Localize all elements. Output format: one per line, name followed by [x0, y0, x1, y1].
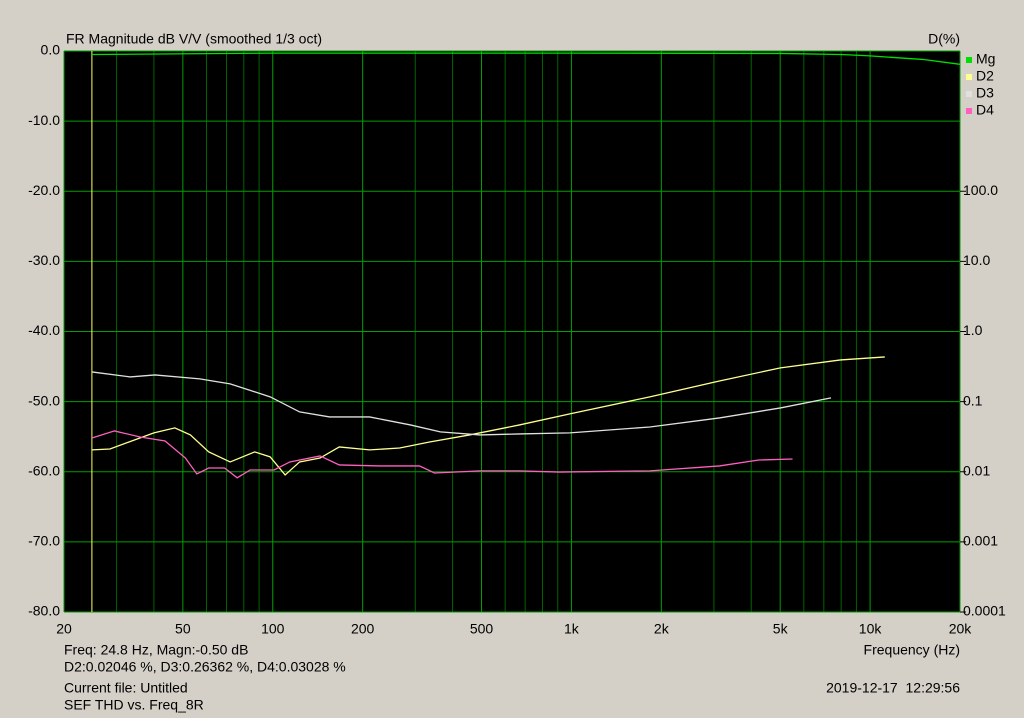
y2-tick-label: 0.001	[963, 533, 998, 549]
y2-tick-label: 0.0001	[963, 603, 1006, 619]
x-tick-label: 1k	[564, 621, 580, 637]
measurement-name: SEF THD vs. Freq_8R	[64, 697, 204, 713]
x-axis-label: Frequency (Hz)	[864, 642, 960, 658]
x-tick-label: 20k	[949, 621, 973, 637]
x-tick-label: 100	[261, 621, 285, 637]
legend-swatch	[966, 108, 972, 114]
legend-label: D4	[976, 102, 994, 118]
y-tick-label: -40.0	[28, 322, 60, 338]
y2-title: D(%)	[928, 31, 960, 47]
readout: Freq: 24.8 Hz, Magn:-0.50 dB	[64, 642, 248, 658]
y-tick-label: -50.0	[28, 392, 60, 408]
x-tick-label: 20	[56, 621, 72, 637]
y2-tick-label: 1.0	[963, 322, 983, 338]
x-tick-label: 500	[470, 621, 494, 637]
legend-label: D2	[976, 68, 994, 84]
x-tick-label: 2k	[654, 621, 670, 637]
x-tick-label: 5k	[773, 621, 789, 637]
legend-swatch	[966, 57, 972, 63]
y2-tick-label: 0.01	[963, 462, 990, 478]
y-tick-label: -20.0	[28, 182, 60, 198]
readout: D2:0.02046 %, D3:0.26362 %, D4:0.03028 %	[64, 659, 346, 675]
x-tick-label: 10k	[859, 621, 883, 637]
legend-label: D3	[976, 85, 994, 101]
series-line	[91, 371, 832, 436]
series-line	[91, 430, 793, 479]
x-tick-label: 200	[351, 621, 375, 637]
y-tick-label: -80.0	[28, 603, 60, 619]
chart-title: FR Magnitude dB V/V (smoothed 1/3 oct)	[66, 31, 322, 47]
series-line	[91, 356, 885, 476]
legend-swatch	[966, 91, 972, 97]
y2-tick-label: 10.0	[963, 252, 990, 268]
y2-tick-label: 100.0	[963, 182, 998, 198]
timestamp: 2019-12-17 12:29:56	[826, 680, 960, 696]
y-tick-label: 0.0	[41, 42, 61, 58]
y-tick-label: -60.0	[28, 462, 60, 478]
y-tick-label: -10.0	[28, 112, 60, 128]
x-tick-label: 50	[175, 621, 191, 637]
y2-tick-label: 0.1	[963, 392, 983, 408]
y-tick-label: -30.0	[28, 252, 60, 268]
legend-swatch	[966, 74, 972, 80]
file-name: Current file: Untitled	[64, 680, 188, 696]
y-tick-label: -70.0	[28, 533, 60, 549]
series-line	[91, 52, 961, 65]
legend-label: Mg	[976, 51, 995, 67]
